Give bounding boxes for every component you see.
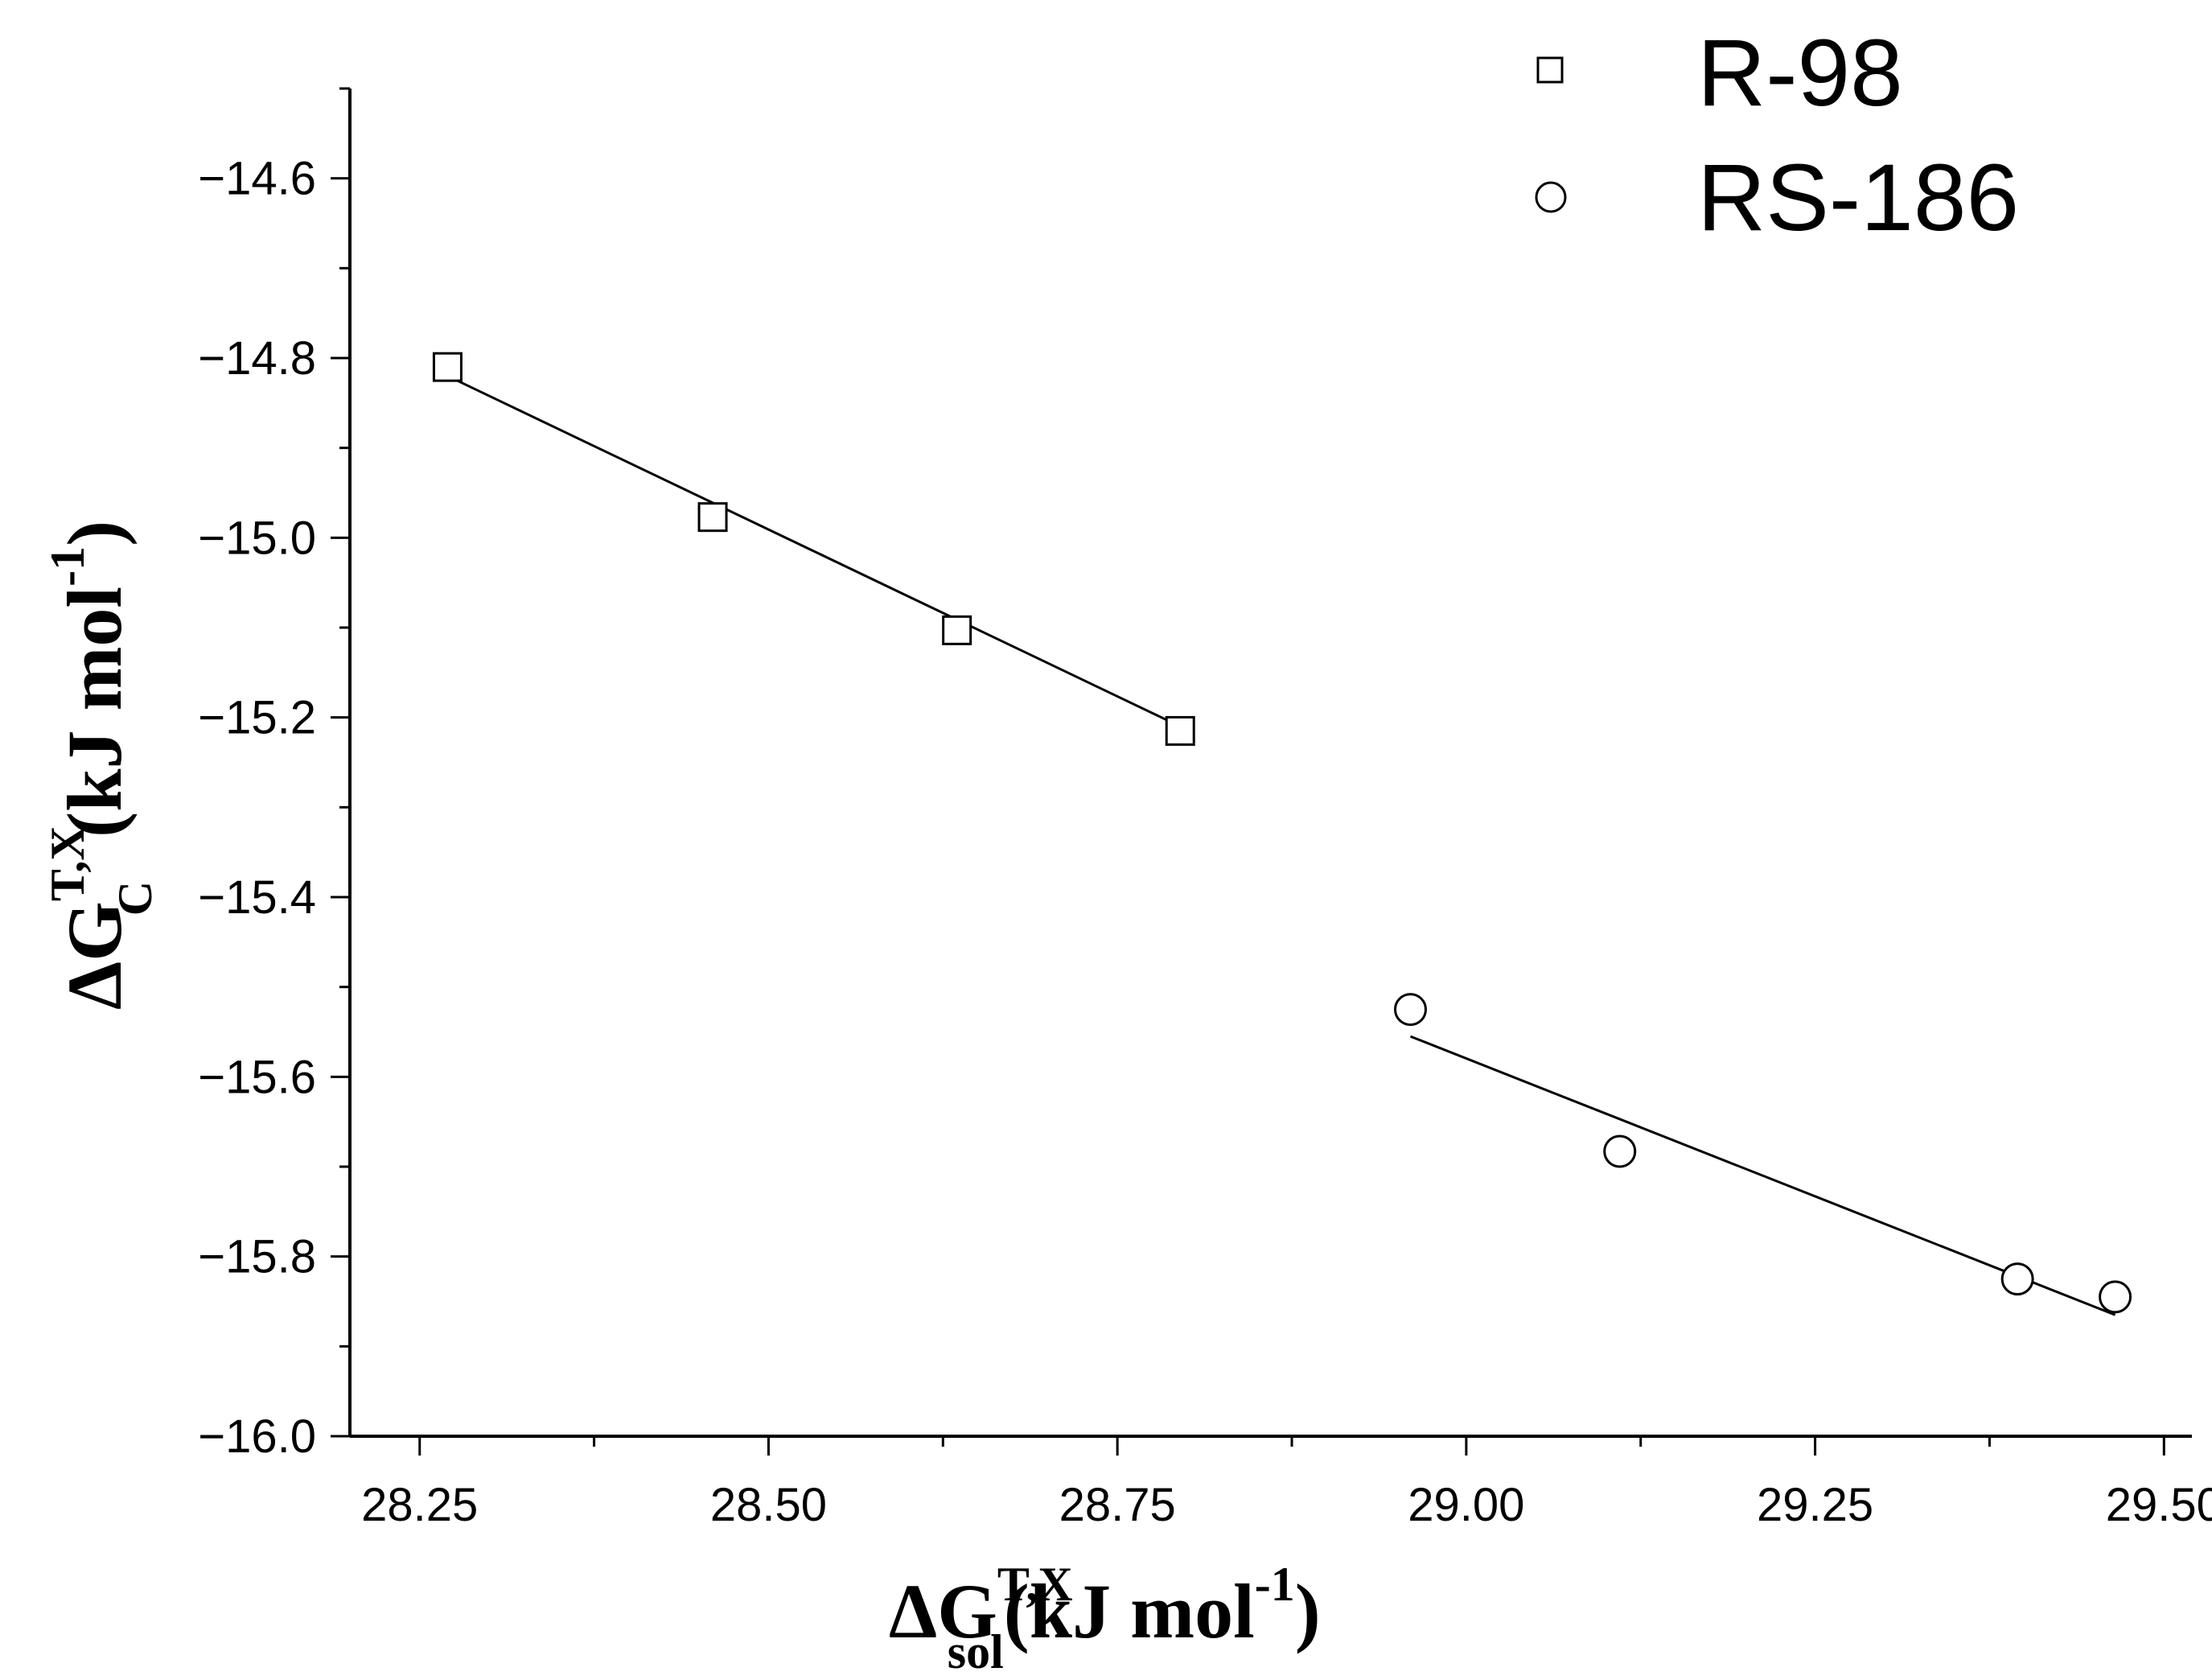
ticks: 28.25 28.50 28.75 29.00 29.25 29.50 −14.6 −14.8… (198, 87, 2212, 1531)
x-tick-label: 29.50 (2106, 1479, 2212, 1531)
point-rs186 (1393, 993, 1427, 1027)
data-points (432, 352, 2132, 1314)
point-r98 (697, 502, 728, 533)
point-rs186 (2000, 1262, 2034, 1296)
fit-line-r98 (446, 374, 1181, 728)
y-tick-label: −15.4 (198, 871, 316, 924)
y-tick-label: −15.8 (198, 1231, 316, 1283)
legend-label-r98: R-98 (1697, 20, 1903, 126)
x-tick-label: 29.00 (1408, 1479, 1524, 1531)
x-tick-label: 28.75 (1059, 1479, 1176, 1531)
y-tick-label: −15.6 (198, 1051, 316, 1103)
y-tick-label: −14.6 (198, 153, 316, 205)
point-r98 (1165, 715, 1195, 746)
y-tick-label: −16.0 (198, 1410, 316, 1463)
legend-label-rs186: RS-186 (1697, 145, 2019, 251)
x-axis-title: ΔGT,X sol(kJ mol-1) (889, 1558, 1321, 1678)
axes (348, 89, 2192, 1438)
fit-lines (446, 374, 2116, 1316)
x-tick-label: 29.25 (1757, 1479, 1873, 1531)
point-r98 (432, 352, 463, 382)
x-tick-label: 28.50 (710, 1479, 827, 1531)
legend-marker-r98 (1536, 56, 1564, 84)
legend: R-98 RS-186 (1535, 20, 2019, 251)
legend-marker-rs186 (1535, 181, 1567, 213)
y-tick-label: −15.0 (198, 512, 316, 564)
point-r98 (942, 615, 972, 645)
x-tick-label: 28.25 (361, 1479, 478, 1531)
y-axis-title: ΔGT,X C(kJ mol-1) (41, 521, 162, 1010)
fit-line-rs186 (1409, 1035, 2116, 1316)
point-rs186 (2099, 1280, 2132, 1314)
point-rs186 (1603, 1134, 1637, 1168)
y-tick-label: −15.2 (198, 692, 316, 744)
y-tick-label: −14.8 (198, 332, 316, 385)
